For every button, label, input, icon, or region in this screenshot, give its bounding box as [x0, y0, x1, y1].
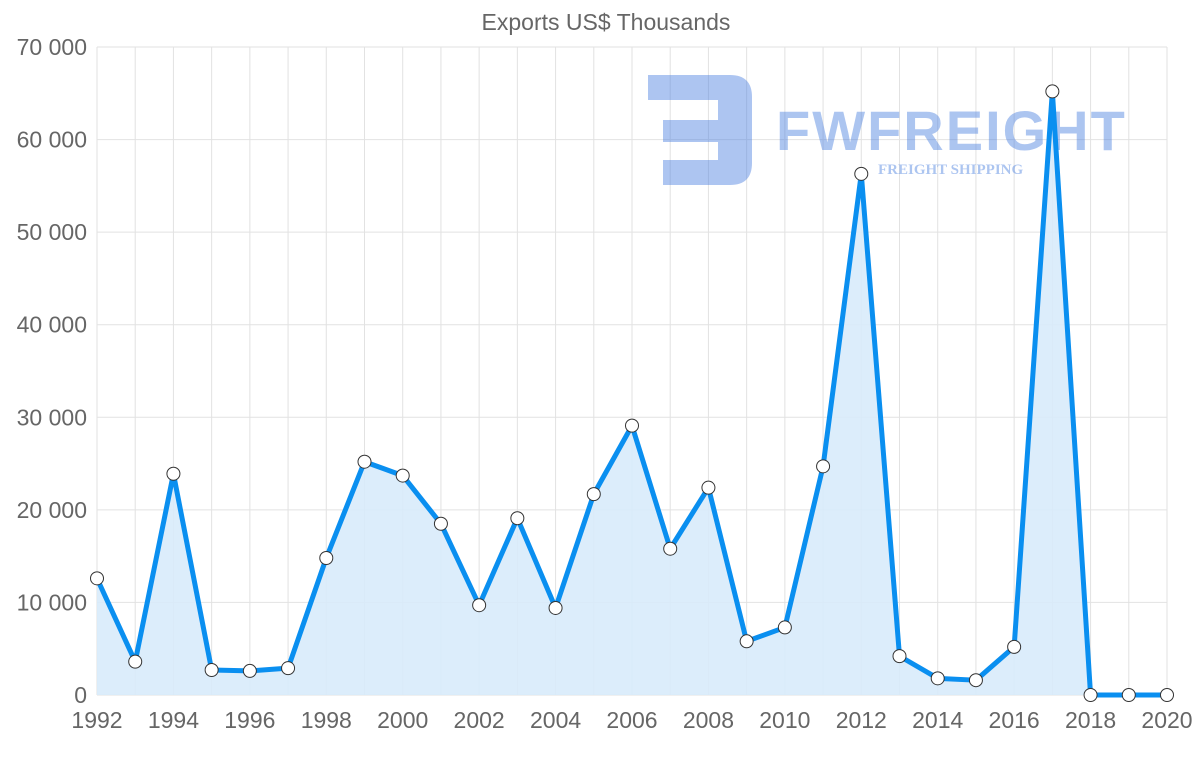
data-point — [816, 459, 831, 474]
x-tick-label: 2014 — [912, 707, 963, 733]
data-point — [930, 671, 945, 686]
data-point — [204, 663, 219, 678]
data-point — [166, 466, 181, 481]
x-tick-label: 2000 — [377, 707, 428, 733]
series-area-fill — [97, 91, 1167, 696]
x-tick-label: 2012 — [836, 707, 887, 733]
y-tick-label: 70 000 — [17, 34, 87, 60]
ticks: 0 10 000 20 000 30 000 40 000 50 000 60 000 70 … — [17, 34, 1193, 733]
y-tick-label: 60 000 — [17, 127, 87, 153]
y-tick-label: 50 000 — [17, 219, 87, 245]
y-tick-label: 20 000 — [17, 497, 87, 523]
data-point — [1045, 84, 1060, 99]
data-point — [319, 550, 334, 565]
x-tick-label: 2016 — [989, 707, 1040, 733]
y-tick-label: 40 000 — [17, 312, 87, 338]
data-point — [739, 634, 754, 649]
chart-title: Exports US$ Thousands — [482, 9, 731, 35]
data-point — [777, 620, 792, 635]
y-tick-label: 0 — [74, 682, 87, 708]
data-point — [357, 454, 372, 469]
data-point — [968, 673, 983, 688]
data-point — [510, 511, 525, 526]
x-tick-label: 1994 — [148, 707, 199, 733]
x-tick-label: 2008 — [683, 707, 734, 733]
y-tick-label: 10 000 — [17, 589, 87, 615]
data-point — [128, 654, 143, 669]
data-point — [242, 663, 257, 678]
x-tick-label: 1998 — [301, 707, 352, 733]
data-point — [281, 661, 296, 676]
data-point — [1121, 688, 1136, 702]
x-tick-label: 2018 — [1065, 707, 1116, 733]
x-tick-label: 1992 — [71, 707, 122, 733]
data-point — [892, 649, 907, 664]
logo-mark-icon — [648, 75, 752, 185]
data-point — [548, 600, 563, 615]
data-point — [586, 487, 601, 502]
x-tick-label: 2004 — [530, 707, 581, 733]
x-tick-label: 2002 — [454, 707, 505, 733]
data-point — [433, 516, 448, 531]
y-tick-label: 30 000 — [17, 404, 87, 430]
data-point — [701, 480, 716, 495]
data-point — [663, 541, 678, 556]
data-point — [90, 571, 104, 586]
data-point — [472, 598, 487, 613]
data-point — [854, 166, 869, 181]
x-tick-label: 1996 — [224, 707, 275, 733]
x-tick-label: 2006 — [606, 707, 657, 733]
data-point — [395, 468, 410, 483]
data-point — [1160, 688, 1174, 702]
data-point — [625, 418, 639, 433]
x-tick-label: 2010 — [759, 707, 810, 733]
area-layer — [90, 84, 1174, 702]
watermark-tagline: FREIGHT SHIPPING — [878, 162, 1023, 178]
data-point — [1007, 639, 1022, 654]
data-point — [1083, 688, 1098, 702]
watermark-brand: FWFREIGHT — [776, 99, 1127, 162]
x-tick-label: 2020 — [1141, 707, 1192, 733]
